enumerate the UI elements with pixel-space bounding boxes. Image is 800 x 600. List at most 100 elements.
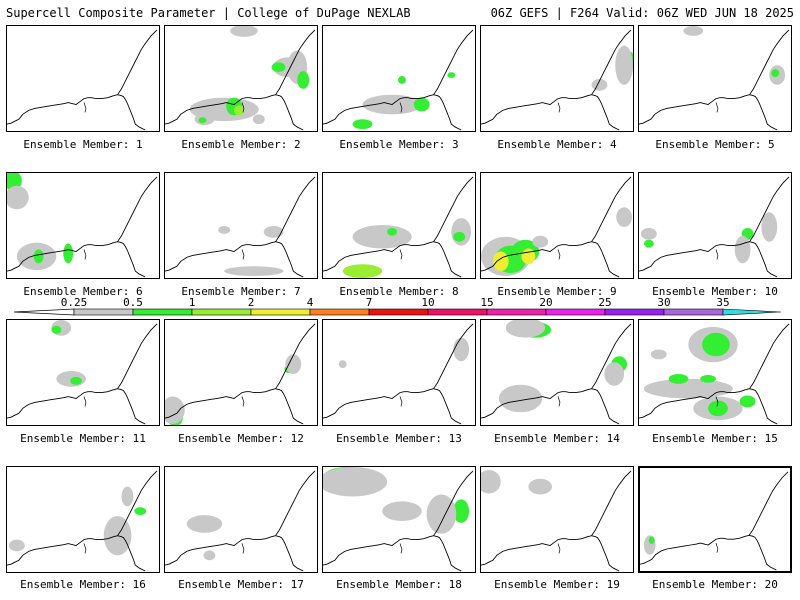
- ensemble-member-11-map[interactable]: [6, 319, 160, 426]
- river-delta: [399, 102, 403, 113]
- river-delta: [715, 249, 719, 260]
- river-delta: [557, 396, 561, 407]
- legend-tick-label: 4: [307, 296, 314, 309]
- legend-swatch: [73, 308, 134, 316]
- ensemble-member-20-map[interactable]: [638, 466, 792, 573]
- legend-swatch: [427, 308, 488, 316]
- ensemble-member-16-map[interactable]: [6, 466, 160, 573]
- ensemble-member-14-map[interactable]: [480, 319, 634, 426]
- scp-shaded-area: [387, 227, 398, 236]
- legend-tick-label: 0.25: [61, 296, 88, 309]
- scp-shaded-area: [739, 395, 756, 408]
- legend-tick-label: 7: [366, 296, 373, 309]
- scp-shaded-area: [218, 225, 231, 234]
- ensemble-member-1-map[interactable]: [6, 25, 160, 132]
- scp-shaded-area: [352, 225, 412, 249]
- member-map-canvas: [323, 323, 474, 425]
- ensemble-member-label: Ensemble Member: 2: [181, 138, 301, 151]
- scp-shaded-area: [352, 119, 373, 130]
- ensemble-member-17-map[interactable]: [164, 466, 318, 573]
- member-map-canvas: [165, 470, 316, 572]
- scp-shaded-area: [453, 499, 470, 523]
- ensemble-member-18-map[interactable]: [322, 466, 476, 573]
- legend-tick-label: 0.5: [123, 296, 143, 309]
- ensemble-member-3-map[interactable]: [322, 25, 476, 132]
- scp-shaded-area: [643, 378, 733, 399]
- scp-shaded-area: [63, 243, 74, 264]
- ensemble-member-4-map[interactable]: [480, 25, 634, 132]
- river-delta: [83, 396, 87, 407]
- ensemble-member-label: Ensemble Member: 4: [497, 138, 617, 151]
- coastline: [165, 176, 316, 278]
- legend-swatch: [132, 308, 193, 316]
- river-delta: [715, 102, 719, 113]
- scp-shaded-area: [224, 266, 284, 277]
- coastline: [7, 470, 158, 572]
- scp-shaded-area: [451, 218, 472, 246]
- ensemble-member-9-map[interactable]: [480, 172, 634, 279]
- scp-shaded-area: [498, 384, 543, 413]
- legend-swatch: [191, 308, 252, 316]
- legend-high-arrow: [722, 308, 782, 316]
- river-delta: [715, 396, 719, 407]
- member-map-canvas: [640, 471, 789, 571]
- legend-tick-label: 1: [189, 296, 196, 309]
- legend-tick-label: 30: [657, 296, 670, 309]
- river-delta: [557, 249, 561, 260]
- ensemble-member-label: Ensemble Member: 15: [652, 432, 778, 445]
- ensemble-member-label: Ensemble Member: 5: [655, 138, 775, 151]
- coastline: [481, 29, 632, 131]
- run-info: 06Z GEFS | F264 Valid: 06Z WED JUN 18 20…: [490, 6, 794, 20]
- scp-shaded-area: [453, 337, 470, 362]
- scp-shaded-area: [198, 117, 207, 124]
- ensemble-member-label: Ensemble Member: 14: [494, 432, 620, 445]
- ensemble-member-2-map[interactable]: [164, 25, 318, 132]
- coastline: [481, 323, 632, 425]
- ensemble-member-10-map[interactable]: [638, 172, 792, 279]
- ensemble-member-15-map[interactable]: [638, 319, 792, 426]
- legend-low-arrow: [13, 308, 75, 316]
- ensemble-member-6-map[interactable]: [6, 172, 160, 279]
- scp-shaded-area: [263, 225, 284, 238]
- coastline: [640, 471, 789, 571]
- scp-shaded-area: [186, 515, 223, 533]
- scp-shaded-area: [640, 227, 657, 240]
- scp-shaded-area: [230, 26, 258, 37]
- ensemble-member-label: Ensemble Member: 3: [339, 138, 459, 151]
- coastline: [165, 470, 316, 572]
- river-delta: [557, 102, 561, 113]
- ensemble-member-12-map[interactable]: [164, 319, 318, 426]
- ensemble-member-13-map[interactable]: [322, 319, 476, 426]
- river-delta: [557, 543, 561, 554]
- scp-shaded-area: [761, 212, 778, 242]
- member-map-canvas: [323, 29, 474, 131]
- scp-shaded-area: [734, 235, 751, 264]
- header-title: Supercell Composite Parameter | College …: [6, 6, 411, 20]
- member-map-canvas: [165, 323, 316, 425]
- river-delta: [241, 543, 245, 554]
- ensemble-member-label: Ensemble Member: 12: [178, 432, 304, 445]
- coastline: [481, 470, 632, 572]
- scp-shaded-area: [234, 105, 244, 116]
- ensemble-member-19-map[interactable]: [480, 466, 634, 573]
- coastline: [7, 323, 158, 425]
- coastline: [639, 176, 790, 278]
- member-map-canvas: [481, 320, 632, 425]
- scp-shaded-area: [7, 185, 29, 210]
- coastline: [323, 470, 474, 572]
- scp-shaded-area: [643, 239, 654, 248]
- ensemble-member-label: Ensemble Member: 1: [23, 138, 143, 151]
- scp-shaded-area: [492, 251, 509, 272]
- coastline: [323, 323, 474, 425]
- ensemble-member-8-map[interactable]: [322, 172, 476, 279]
- member-map-canvas: [7, 29, 158, 131]
- scp-shaded-area: [615, 45, 633, 85]
- scp-shaded-area: [134, 507, 147, 516]
- legend-swatch: [309, 308, 370, 316]
- scp-shaded-area: [413, 97, 430, 112]
- scp-shaded-area: [528, 478, 553, 495]
- scp-shaded-area: [505, 320, 546, 338]
- scp-shaded-area: [616, 207, 633, 227]
- ensemble-member-5-map[interactable]: [638, 25, 792, 132]
- ensemble-member-7-map[interactable]: [164, 172, 318, 279]
